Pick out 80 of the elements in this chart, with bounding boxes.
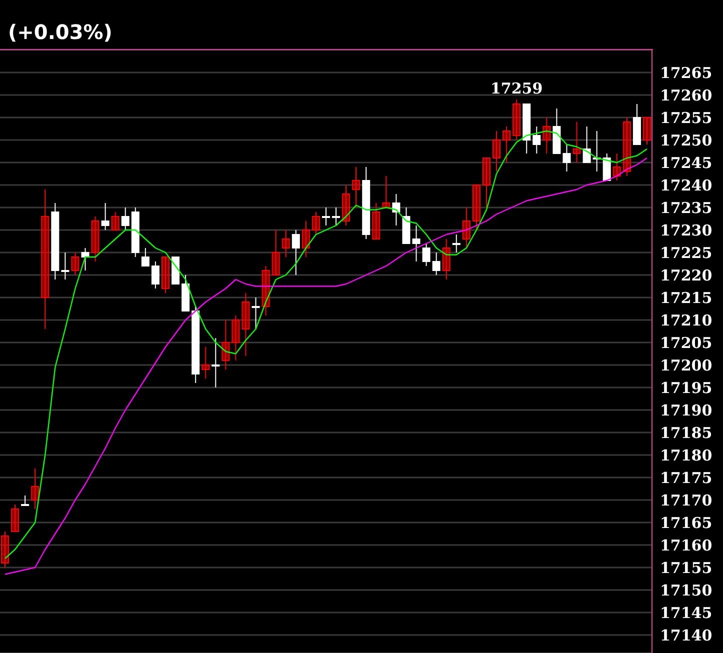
candlestick [642,117,651,145]
candlestick [432,252,440,276]
candlestick [121,207,130,230]
candlestick [202,346,210,379]
y-tick-label: 17215 [660,288,712,307]
candlestick [472,184,480,230]
candlestick [612,153,621,181]
candlestick [41,189,50,330]
candlestick [161,256,170,294]
candlestick [91,216,100,262]
candlestick [582,126,591,163]
y-tick-label: 17200 [660,356,712,374]
candlestick [442,238,450,280]
candlestick [81,248,90,271]
candlestick [11,504,20,532]
candlestick [262,266,270,316]
candlestick [542,117,551,154]
y-tick-label: 17140 [660,626,712,644]
y-tick-label: 17255 [660,108,712,127]
candlestick [21,495,30,506]
candlestick [502,126,511,163]
y-tick-label: 17160 [660,536,712,554]
y-tick-label: 17155 [660,558,712,577]
y-tick-label: 17190 [660,401,712,420]
candlestick [412,225,420,262]
y-tick-label: 17240 [660,176,712,194]
y-tick-label: 17260 [660,86,712,104]
candlestick [372,202,380,240]
y-tick-label: 17195 [660,378,712,397]
candlestick [322,207,330,226]
candlestick [222,320,230,370]
candlestick [562,144,571,172]
candlestick [151,261,160,289]
candlestick [342,184,350,226]
candlestick [302,220,310,258]
candlestick [111,212,120,230]
candlestick [292,230,300,276]
candlestick [482,158,490,208]
candlestick [382,176,390,208]
candlestick [141,248,150,266]
candlestick [512,99,521,140]
candlestick [282,230,290,258]
candlestick [532,126,541,154]
y-tick-label: 17225 [660,244,712,262]
candlestick [212,338,220,388]
candlestick [71,252,80,276]
annotation: 17259 [490,80,543,98]
chart-title: (+0.03%) [8,20,112,44]
y-tick-label: 17235 [660,198,712,217]
candlestick [1,531,10,568]
y-tick-label: 17245 [660,154,712,172]
y-tick-label: 17180 [660,446,712,464]
candlestick [572,122,581,163]
candlestick [101,202,110,230]
candlestick [252,297,260,330]
y-tick-label: 17170 [660,491,712,510]
candlestick [232,315,240,361]
y-tick-label: 17185 [660,424,712,442]
y-tick-label: 17210 [660,311,712,330]
candlestick [31,468,40,510]
candlestick [61,252,70,280]
y-tick-label: 17220 [660,266,712,284]
candlestick [452,234,460,253]
candlestick [332,207,340,226]
y-tick-label: 17175 [660,468,712,487]
candlestick [272,230,280,276]
y-tick-label: 17250 [660,131,712,150]
y-tick-label: 17265 [660,64,712,82]
y-tick-label: 17145 [660,604,712,622]
y-tick-label: 17165 [660,514,712,532]
candlestick [422,243,430,266]
y-tick-label: 17150 [660,581,712,600]
candlestick [312,212,320,235]
candlestick [352,166,360,208]
y-tick-label: 17230 [660,221,712,240]
y-tick-label: 17205 [660,334,712,352]
candlestick [622,117,631,176]
candlestick [462,207,470,248]
candlestick [492,130,501,172]
candlestick [242,292,250,356]
